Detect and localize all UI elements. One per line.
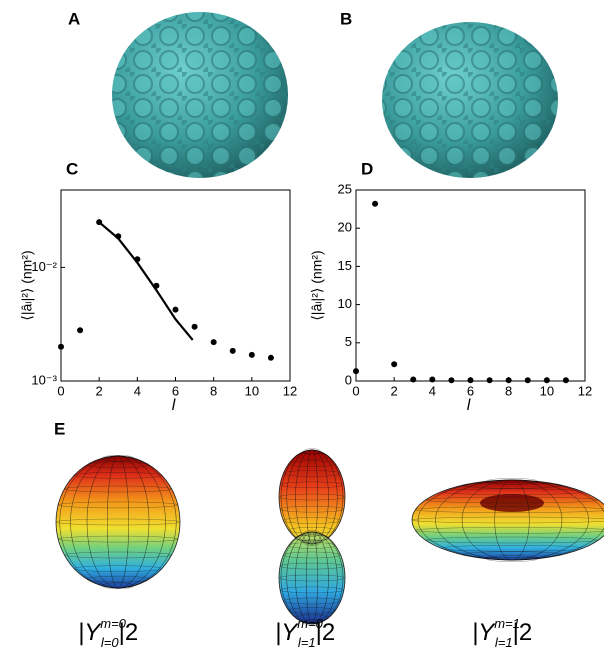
- data-point: [525, 377, 531, 383]
- x-tick-label: 8: [505, 383, 512, 398]
- y-tick-label: 20: [338, 220, 352, 235]
- y-tick-label: 5: [345, 334, 352, 349]
- panel-label: D: [361, 159, 373, 178]
- data-point: [230, 348, 236, 354]
- virus-render-a: [110, 10, 290, 180]
- data-point: [468, 377, 474, 383]
- x-axis-label: l: [172, 397, 176, 414]
- data-point: [268, 355, 274, 361]
- data-point: [448, 377, 454, 383]
- data-point: [211, 339, 217, 345]
- y-tick-label: 10⁻²: [31, 259, 57, 274]
- panel-label: A: [68, 9, 80, 28]
- y-tick-label: 10⁻³: [31, 372, 57, 387]
- data-point: [77, 327, 83, 333]
- formula-part: l=1: [495, 635, 513, 650]
- y-tick-label: 25: [338, 181, 352, 196]
- panel-label: C: [66, 159, 78, 178]
- plot-frame: [356, 190, 585, 381]
- x-axis-label: l: [467, 397, 471, 414]
- data-point: [410, 376, 416, 382]
- data-point: [506, 377, 512, 383]
- y-axis-label: ⟨|âₗ|²⟩ (nm²): [19, 250, 35, 320]
- plot-frame: [61, 190, 290, 381]
- data-point: [544, 377, 550, 383]
- x-tick-label: 4: [134, 383, 141, 398]
- chart: C 0 2 4 6 8 10 12 10⁻³ 10⁻² l ⟨|âₗ|²⟩ (nm²): [19, 159, 298, 414]
- formula-part: |2: [513, 619, 533, 646]
- formula-part: |Y: [275, 619, 299, 646]
- formula-part: |2: [316, 619, 336, 646]
- data-point: [249, 352, 255, 358]
- y-tick-label: 0: [345, 372, 352, 387]
- y-tick-label: 15: [338, 258, 352, 273]
- data-point: [429, 376, 435, 382]
- x-tick-label: 10: [540, 383, 554, 398]
- panel-label: E: [54, 419, 65, 438]
- data-point: [391, 361, 397, 367]
- data-point: [58, 344, 64, 350]
- formula: |Ym=0l=0|2: [78, 616, 138, 650]
- x-tick-label: 4: [429, 383, 436, 398]
- formula-part: l=1: [298, 635, 316, 650]
- data-point: [487, 377, 493, 383]
- y-axis-label: ⟨|âₗ|²⟩ (nm²): [309, 250, 325, 320]
- x-tick-label: 8: [210, 383, 217, 398]
- virus-render-b: [380, 20, 560, 180]
- x-tick-label: 0: [352, 383, 359, 398]
- formula-part: |Y: [78, 619, 102, 646]
- x-tick-label: 0: [57, 383, 64, 398]
- x-tick-label: 6: [467, 383, 474, 398]
- figure: A B E |Ym=0l=0|2 |Ym=0l=1|2 |Ym=1l=1|2 C 0 2 4…: [0, 0, 604, 656]
- fit-line: [99, 222, 193, 340]
- harmonics: [56, 449, 604, 626]
- x-tick-label: 6: [172, 383, 179, 398]
- data-point: [563, 377, 569, 383]
- panel-label: B: [340, 9, 352, 28]
- formula-part: |Y: [472, 619, 496, 646]
- x-tick-label: 12: [578, 383, 592, 398]
- x-tick-label: 12: [283, 383, 297, 398]
- x-tick-label: 10: [245, 383, 259, 398]
- y-tick-label: 10: [338, 296, 352, 311]
- formula-part: |2: [119, 619, 139, 646]
- formula-part: l=0: [101, 635, 119, 650]
- x-tick-label: 2: [96, 383, 103, 398]
- data-point: [173, 307, 179, 313]
- data-point: [372, 201, 378, 207]
- data-point: [353, 368, 359, 374]
- x-tick-label: 2: [391, 383, 398, 398]
- data-point: [192, 324, 198, 330]
- chart: D 0 2 4 6 8 10 12 0 5 10 15 20 25 l ⟨|âₗ|²⟩ (nm²): [309, 159, 593, 414]
